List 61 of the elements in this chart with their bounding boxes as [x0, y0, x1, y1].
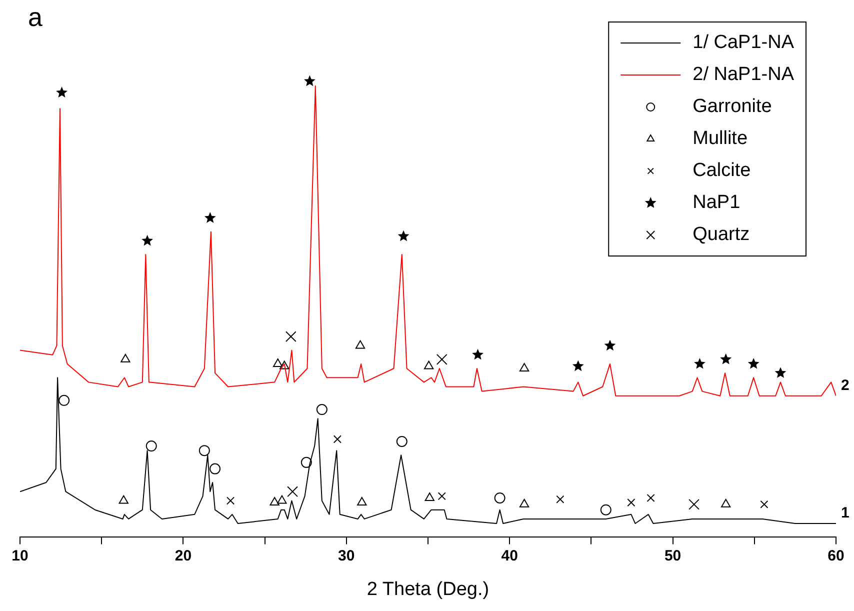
point — [519, 363, 530, 372]
point — [627, 498, 636, 507]
x-tick-label: 10 — [12, 547, 28, 564]
point — [556, 495, 564, 504]
point — [304, 75, 316, 86]
point — [277, 495, 287, 504]
legend-label: Garronite — [692, 96, 772, 118]
point — [285, 331, 296, 342]
x-tick-label: 60 — [828, 547, 844, 564]
x-tick-label: 50 — [664, 547, 682, 564]
point — [688, 498, 700, 510]
legend-label: NaP1 — [692, 192, 740, 214]
x-tick-label: 40 — [501, 547, 518, 564]
point — [316, 404, 328, 416]
point — [226, 496, 235, 505]
point — [357, 497, 367, 506]
point — [198, 445, 210, 456]
point — [398, 230, 410, 242]
point — [424, 360, 434, 370]
point — [273, 358, 283, 367]
point — [355, 340, 366, 349]
legend-label: 2/ NaP1-NA — [692, 64, 794, 86]
point — [118, 495, 128, 504]
legend-label: 1/ CaP1-NA — [692, 32, 794, 54]
point — [287, 486, 298, 498]
legend-label: Quartz — [692, 224, 750, 246]
x-axis-title: 2 Theta (Deg.) — [366, 578, 490, 600]
point — [519, 498, 530, 508]
point — [436, 354, 448, 365]
point — [472, 348, 484, 360]
point — [438, 492, 446, 500]
legend-label: Calcite — [692, 160, 751, 182]
point — [424, 492, 434, 501]
point — [494, 492, 506, 504]
point — [572, 360, 584, 372]
point — [774, 367, 786, 378]
point — [270, 497, 280, 506]
point — [646, 494, 655, 502]
point — [760, 500, 768, 508]
point — [721, 498, 731, 508]
annotation: 2 — [841, 377, 850, 394]
legend-label: Mullite — [692, 128, 748, 150]
point — [210, 463, 221, 474]
x-tick-label: 30 — [338, 547, 355, 564]
point — [694, 358, 706, 369]
point — [146, 440, 157, 452]
point — [204, 212, 216, 223]
point — [58, 394, 70, 406]
annotation: 1 — [841, 504, 850, 522]
point — [56, 86, 68, 98]
point — [396, 436, 408, 447]
point — [300, 456, 312, 468]
point — [120, 354, 130, 362]
point — [333, 435, 342, 444]
point — [604, 340, 616, 351]
x-tick-label: 20 — [174, 547, 192, 564]
point — [748, 358, 760, 369]
text: a — [28, 2, 43, 32]
point — [142, 234, 154, 246]
point — [600, 504, 612, 516]
point — [720, 353, 732, 364]
